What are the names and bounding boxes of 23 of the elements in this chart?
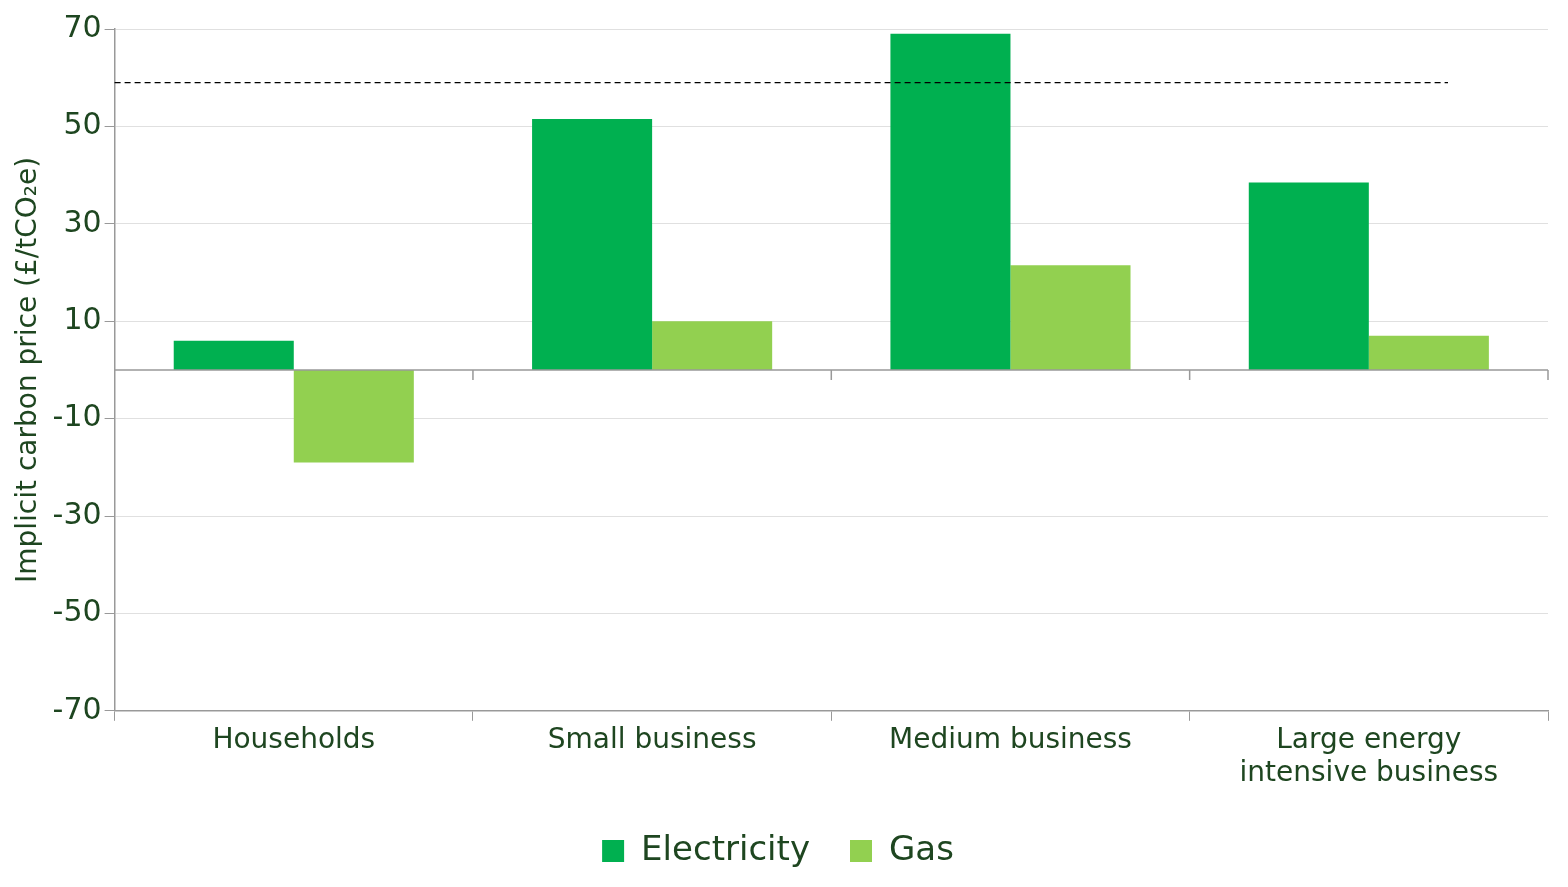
legend-label: Gas	[889, 827, 954, 868]
bar	[532, 119, 653, 370]
y-tick-label: 30	[63, 203, 102, 239]
y-tick-label: -70	[52, 690, 102, 726]
y-tick-label: -10	[52, 398, 102, 434]
y-tick-label: 10	[63, 301, 102, 336]
x-tick-label: Households	[212, 721, 376, 755]
bar	[890, 33, 1011, 370]
y-tick-label: 50	[63, 106, 102, 142]
x-tick-label: Medium business	[889, 721, 1132, 755]
bar	[1248, 182, 1369, 370]
bar	[1368, 335, 1489, 370]
bar	[293, 369, 414, 463]
y-tick-label: 70	[63, 8, 102, 44]
x-tick-label: Small business	[547, 721, 757, 755]
y-tick-label: -50	[52, 593, 102, 629]
bar	[652, 321, 773, 370]
legend-label: Electricity	[641, 827, 810, 868]
y-tick-label: -30	[52, 495, 102, 531]
bar	[1010, 265, 1131, 370]
y-axis-title: Implicit carbon price (£/tCO₂e)	[10, 156, 44, 584]
bar	[173, 340, 294, 370]
x-tick-label: Large energy intensive business	[1239, 721, 1499, 789]
